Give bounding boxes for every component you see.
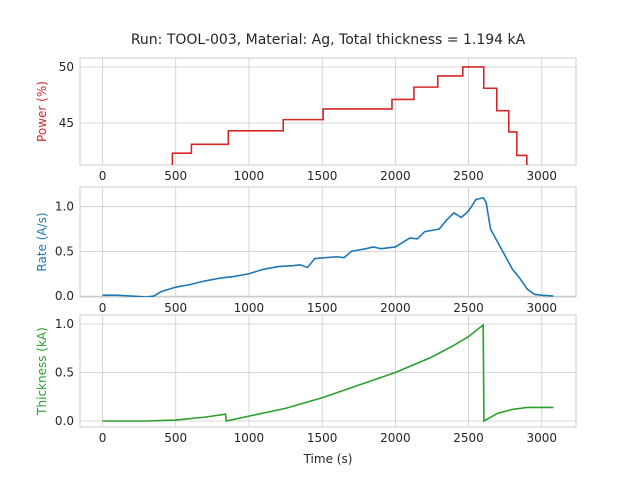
y-tick-label: 50: [59, 60, 74, 74]
x-tick-label: 500: [164, 431, 187, 445]
chart-title: Run: TOOL-003, Material: Ag, Total thick…: [131, 32, 526, 48]
x-tick-label: 3000: [526, 431, 557, 445]
y-axis-label: Power (%): [35, 81, 49, 142]
x-tick-label: 500: [164, 169, 187, 183]
x-tick-label: 500: [164, 301, 187, 315]
y-axis-label: Rate (A/s): [35, 212, 49, 271]
x-tick-label: 1000: [234, 301, 265, 315]
y-tick-label: 0.5: [55, 244, 74, 258]
x-tick-label: 2500: [453, 169, 484, 183]
x-tick-label: 0: [99, 169, 107, 183]
x-tick-label: 1500: [307, 431, 338, 445]
x-tick-label: 3000: [526, 301, 557, 315]
axes-frame: [79, 186, 577, 298]
x-tick-label: 3000: [526, 169, 557, 183]
axes-frame: [79, 57, 577, 166]
data-line: [102, 196, 554, 297]
x-tick-label: 2500: [453, 301, 484, 315]
axes-frame: [79, 314, 577, 428]
y-tick-label: 1.0: [55, 200, 74, 214]
x-axis-label: Time (s): [303, 452, 353, 466]
y-tick-label: 1.0: [55, 317, 74, 331]
x-tick-label: 1500: [307, 169, 338, 183]
y-tick-label: 0.0: [55, 289, 74, 303]
x-tick-label: 2000: [380, 169, 411, 183]
x-tick-label: 2000: [380, 301, 411, 315]
x-tick-label: 1500: [307, 301, 338, 315]
data-line: [171, 66, 528, 165]
y-tick-label: 45: [59, 116, 74, 130]
x-tick-label: 1000: [234, 431, 265, 445]
y-tick-label: 0.0: [55, 414, 74, 428]
x-tick-label: 1000: [234, 169, 265, 183]
data-line: [102, 323, 554, 423]
x-tick-label: 2000: [380, 431, 411, 445]
x-tick-label: 2500: [453, 431, 484, 445]
x-tick-label: 0: [99, 431, 107, 445]
y-tick-label: 0.5: [55, 366, 74, 380]
x-tick-label: 0: [99, 301, 107, 315]
y-axis-label: Thickness (kA): [35, 327, 49, 416]
